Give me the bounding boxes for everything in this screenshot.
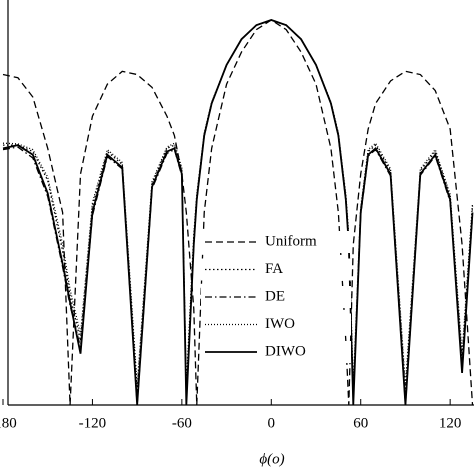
x-tick-label: 120 (439, 415, 462, 431)
legend-bg (201, 341, 351, 363)
series-line (2, 19, 474, 406)
legend-bg (201, 258, 351, 281)
legend-label: DE (265, 288, 285, 304)
legend-label: FA (265, 261, 283, 277)
legend-label: DIWO (265, 343, 306, 359)
legend-label: IWO (265, 316, 295, 332)
x-tick-label: -120 (79, 415, 107, 431)
x-tick-label: 60 (353, 415, 368, 431)
legend-bg (201, 231, 351, 253)
series-line (2, 19, 474, 406)
x-tick-label: 0 (268, 415, 276, 431)
x-axis-label: ϕ(o) (259, 451, 284, 467)
x-tick-label: -60 (172, 415, 192, 431)
x-tick-label: -180 (0, 415, 17, 431)
legend-label: Uniform (265, 233, 317, 249)
legend-bg (201, 313, 351, 336)
legend-bg (201, 286, 351, 308)
